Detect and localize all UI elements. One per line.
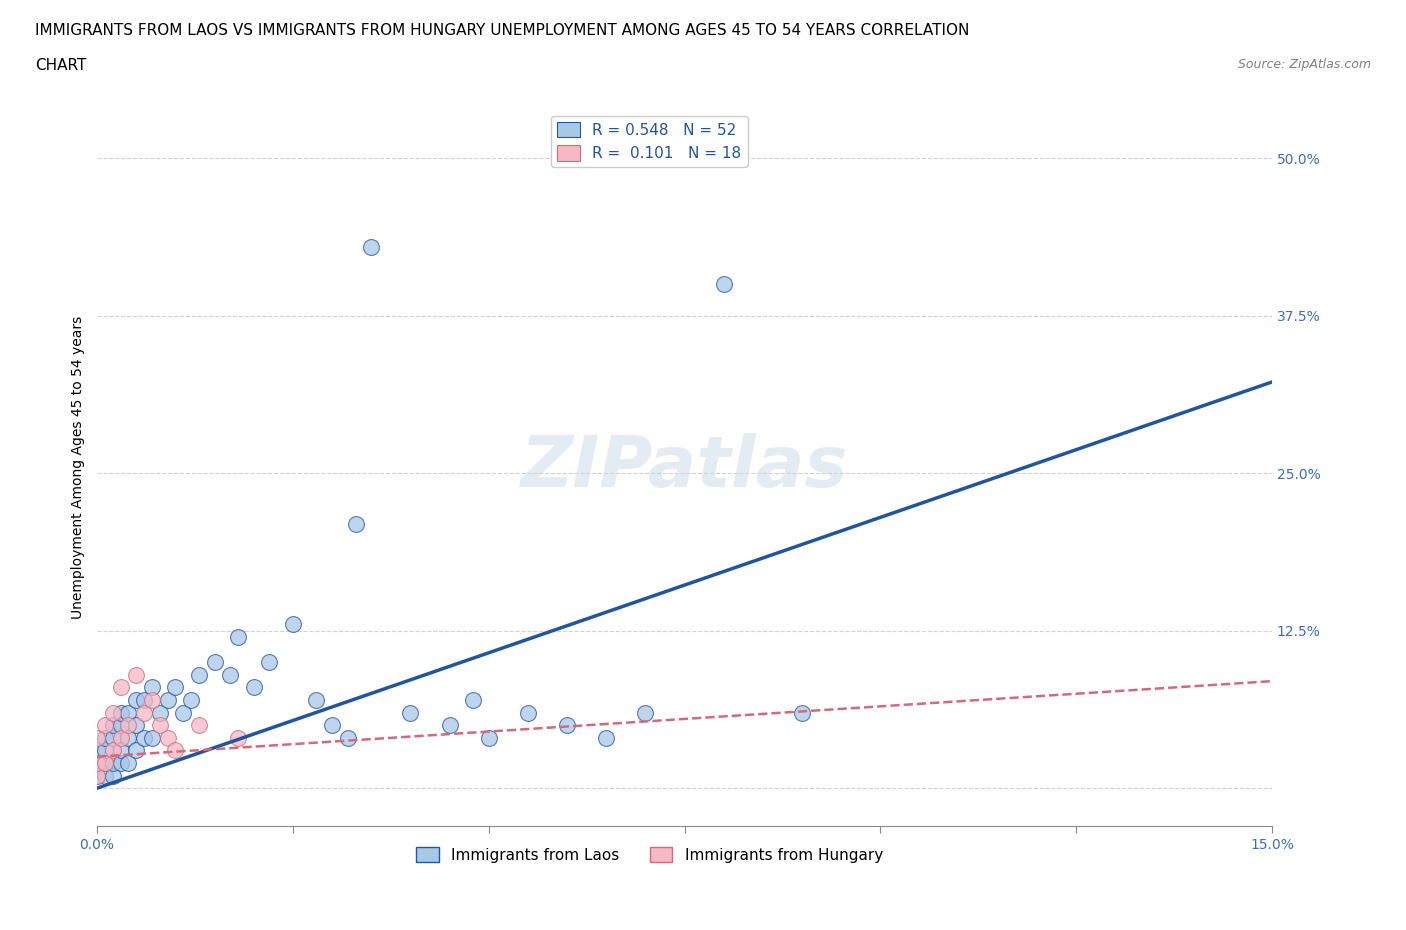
Point [94,755,117,770]
Point [172,705,194,720]
Point [132,705,155,720]
Text: Source: ZipAtlas.com: Source: ZipAtlas.com [1237,58,1371,71]
Point [634,705,657,720]
Point [149,705,172,720]
Point [110,718,132,733]
Point [125,718,148,733]
Point [165,680,187,695]
Point [305,693,328,708]
Text: ZIPatlas: ZIPatlas [520,432,848,501]
Point [180,693,202,708]
Point [156,730,179,745]
Point [595,730,617,745]
Point [101,718,124,733]
Point [86,743,108,758]
Point [259,655,281,670]
Point [86,730,108,745]
Point [125,668,148,683]
Point [461,693,484,708]
Point [555,718,578,733]
Point [117,730,139,745]
Y-axis label: Unemployment Among Ages 45 to 54 years: Unemployment Among Ages 45 to 54 years [72,315,86,618]
Point [204,655,226,670]
Point [281,617,304,631]
Point [110,680,132,695]
Point [110,743,132,758]
Point [321,718,343,733]
Point [219,668,242,683]
Point [360,239,382,254]
Text: IMMIGRANTS FROM LAOS VS IMMIGRANTS FROM HUNGARY UNEMPLOYMENT AMONG AGES 45 TO 54: IMMIGRANTS FROM LAOS VS IMMIGRANTS FROM … [35,23,970,38]
Point [86,755,108,770]
Point [117,718,139,733]
Point [141,730,163,745]
Point [117,755,139,770]
Point [101,768,124,783]
Point [399,705,422,720]
Point [110,705,132,720]
Point [713,277,735,292]
Point [226,730,249,745]
Point [141,680,163,695]
Point [86,768,108,783]
Point [94,768,117,783]
Point [226,630,249,644]
Point [478,730,501,745]
Point [94,743,117,758]
Point [516,705,538,720]
Point [94,730,117,745]
Point [132,730,155,745]
Point [141,693,163,708]
Point [344,516,367,531]
Point [101,743,124,758]
Text: CHART: CHART [35,58,87,73]
Point [125,743,148,758]
Point [439,718,461,733]
Point [86,755,108,770]
Point [110,755,132,770]
Point [101,730,124,745]
Point [94,755,117,770]
Point [336,730,359,745]
Point [156,693,179,708]
Point [110,730,132,745]
Point [242,680,264,695]
Point [101,755,124,770]
Point [165,743,187,758]
Point [187,668,209,683]
Point [86,768,108,783]
Point [125,693,148,708]
Point [101,705,124,720]
Point [149,718,172,733]
Point [132,693,155,708]
Point [117,705,139,720]
Point [790,705,813,720]
Point [94,718,117,733]
Legend: Immigrants from Laos, Immigrants from Hungary: Immigrants from Laos, Immigrants from Hu… [409,841,889,869]
Point [187,718,209,733]
